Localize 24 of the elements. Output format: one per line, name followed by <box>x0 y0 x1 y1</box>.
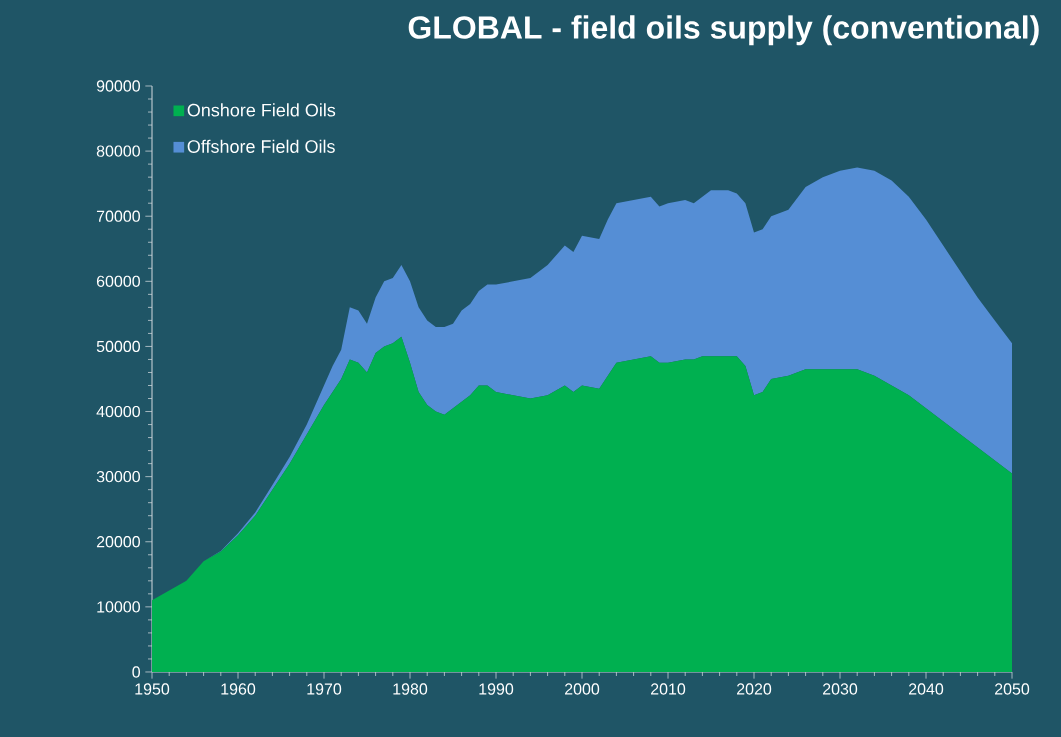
y-tick-label: 70000 <box>96 210 140 222</box>
x-tick-label: 2010 <box>651 683 686 695</box>
chart-title: GLOBAL - field oils supply (conventional) <box>408 15 1039 46</box>
y-tick-label: 40000 <box>96 405 140 418</box>
y-tick-label: 0 <box>132 666 141 678</box>
legend-label: Offshore Field Oils <box>187 139 335 153</box>
y-tick-label: 80000 <box>96 145 140 157</box>
x-tick-label: 2000 <box>565 683 600 695</box>
y-tick-label: 90000 <box>96 80 140 92</box>
y-tick-label: 20000 <box>96 536 140 548</box>
x-tick-label: 2050 <box>995 683 1030 695</box>
x-tick-label: 1950 <box>135 683 170 695</box>
x-tick-label: 1960 <box>221 683 256 695</box>
x-tick-label: 1980 <box>393 683 428 695</box>
y-tick-label: 10000 <box>97 601 140 613</box>
x-tick-label: 1970 <box>307 683 342 695</box>
x-tick-label: 2030 <box>823 683 858 695</box>
y-tick-label: 30000 <box>96 470 140 483</box>
y-tick-label: 50000 <box>96 340 140 353</box>
legend-label: Onshore Field Oils <box>187 103 336 117</box>
y-tick-label: 60000 <box>96 275 140 287</box>
x-tick-label: 1990 <box>479 683 514 695</box>
x-tick-label: 2020 <box>737 683 772 695</box>
x-tick-label: 2040 <box>909 683 944 695</box>
